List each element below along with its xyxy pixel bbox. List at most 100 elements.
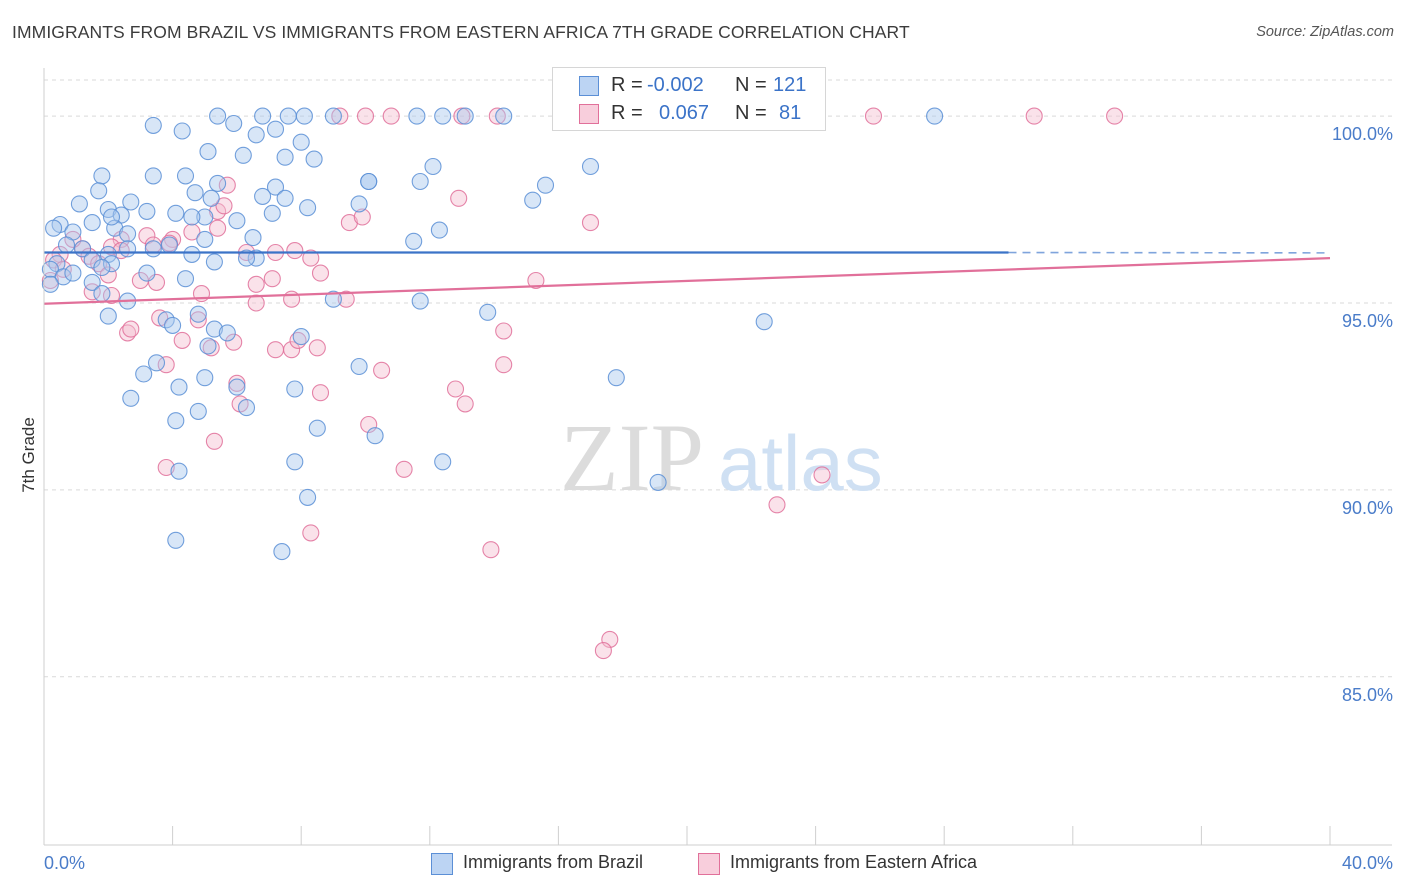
brazil-point <box>93 258 111 277</box>
brazil-point <box>424 157 442 176</box>
eastern-africa-point <box>308 339 326 357</box>
brazil-point <box>54 268 72 286</box>
brazil-point <box>196 208 214 226</box>
eastern-africa-point <box>488 107 506 125</box>
brazil-point <box>70 195 88 213</box>
brazil-point <box>41 260 59 278</box>
brazil-point <box>45 219 63 237</box>
eastern-africa-point <box>266 341 285 359</box>
brazil-point <box>360 172 378 191</box>
brazil-point <box>295 107 313 125</box>
brazil-point <box>411 172 429 191</box>
eastern-africa-point <box>768 496 786 514</box>
eastern-africa-point <box>353 208 371 226</box>
brazil-point <box>228 212 246 230</box>
eastern-africa-point <box>283 341 301 359</box>
brazil-point <box>276 189 294 207</box>
brazil-point <box>138 264 156 282</box>
eastern-africa-point <box>340 214 358 232</box>
eastern-africa-point <box>302 524 320 542</box>
brazil-point <box>247 126 265 144</box>
brazil-point <box>266 120 285 138</box>
brazil-point <box>167 204 185 222</box>
eastern-africa-point <box>286 242 304 260</box>
eastern-africa-point <box>151 309 169 327</box>
brazil-point <box>430 221 448 239</box>
brazil-point <box>99 307 117 325</box>
brazil-point <box>170 378 188 396</box>
eastern-africa-point <box>1106 107 1124 125</box>
brazil-point <box>205 253 223 271</box>
brazil-point <box>93 285 111 303</box>
brazil-point <box>83 214 101 232</box>
brazil-point <box>122 389 140 407</box>
brazil-point <box>581 157 600 176</box>
source-credit: Source: ZipAtlas.com <box>1256 24 1394 40</box>
watermark-atlas: atlas <box>718 419 883 507</box>
brazil-point <box>176 270 195 288</box>
legend-r-value: -0.002 <box>647 74 704 96</box>
eastern-africa-point <box>450 189 468 207</box>
brazil-point <box>366 427 384 445</box>
brazil-point <box>138 202 156 220</box>
brazil-point <box>93 167 111 185</box>
eastern-africa-point <box>215 197 233 215</box>
chart-title: IMMIGRANTS FROM BRAZIL VS IMMIGRANTS FRO… <box>12 22 910 42</box>
brazil-point <box>164 316 182 334</box>
brazil-point <box>408 107 426 125</box>
eastern-africa-point <box>263 270 281 288</box>
brazil-point <box>649 473 667 491</box>
eastern-africa-point <box>395 460 413 478</box>
brazil-point <box>119 225 137 243</box>
brazil-point <box>308 419 326 437</box>
bottom-legend-label-eastern-africa: Immigrants from Eastern Africa <box>730 852 978 872</box>
brazil-point <box>119 240 137 258</box>
y-axis-label: 7th Grade <box>19 417 38 493</box>
brazil-point <box>607 369 625 387</box>
brazil-point <box>305 150 323 168</box>
brazil-point <box>324 290 342 308</box>
y-tick-label: 85.0% <box>1342 685 1393 705</box>
brazil-point <box>218 324 236 342</box>
brazil-point <box>209 107 227 125</box>
brazil-point <box>524 191 542 209</box>
brazil-point <box>205 320 223 338</box>
y-tick-label: 100.0% <box>1332 124 1393 144</box>
eastern-africa-point <box>495 356 513 374</box>
brazil-point <box>411 292 429 310</box>
brazil-point <box>102 255 121 273</box>
eastern-africa-point <box>337 290 355 308</box>
eastern-africa-point <box>183 223 201 241</box>
brazil-point <box>202 189 220 207</box>
series-eastern-africa-points <box>41 107 1124 660</box>
brazil-point <box>479 303 497 321</box>
brazil-point <box>144 167 162 185</box>
eastern-africa-point <box>247 294 265 312</box>
brazil-point <box>160 236 178 254</box>
legend-r-label: R = <box>611 74 643 96</box>
eastern-africa-point <box>495 322 513 340</box>
eastern-africa-point <box>311 264 330 282</box>
watermark: ZIP atlas <box>560 404 883 511</box>
eastern-africa-point <box>864 107 883 125</box>
brazil-point <box>196 230 214 248</box>
brazil-point <box>225 114 243 133</box>
watermark-zip: ZIP <box>560 404 704 511</box>
brazil-point <box>189 402 207 420</box>
brazil-point <box>254 107 272 125</box>
eastern-africa-point <box>311 384 330 402</box>
legend-n-label: N = <box>735 102 767 124</box>
brazil-point <box>350 195 368 213</box>
brazil-point <box>292 133 310 151</box>
brazil-point <box>244 229 262 247</box>
brazil-point <box>90 182 108 200</box>
brazil-point <box>102 208 121 226</box>
bottom-legend-swatch-eastern-africa <box>698 853 720 875</box>
bottom-legend-swatch-brazil <box>431 853 453 875</box>
eastern-africa-point <box>205 432 223 450</box>
eastern-africa-point <box>382 107 400 125</box>
grid-lines <box>44 79 1392 678</box>
brazil-point <box>247 249 265 267</box>
brazil-point <box>135 365 153 383</box>
brazil-point <box>199 337 217 355</box>
